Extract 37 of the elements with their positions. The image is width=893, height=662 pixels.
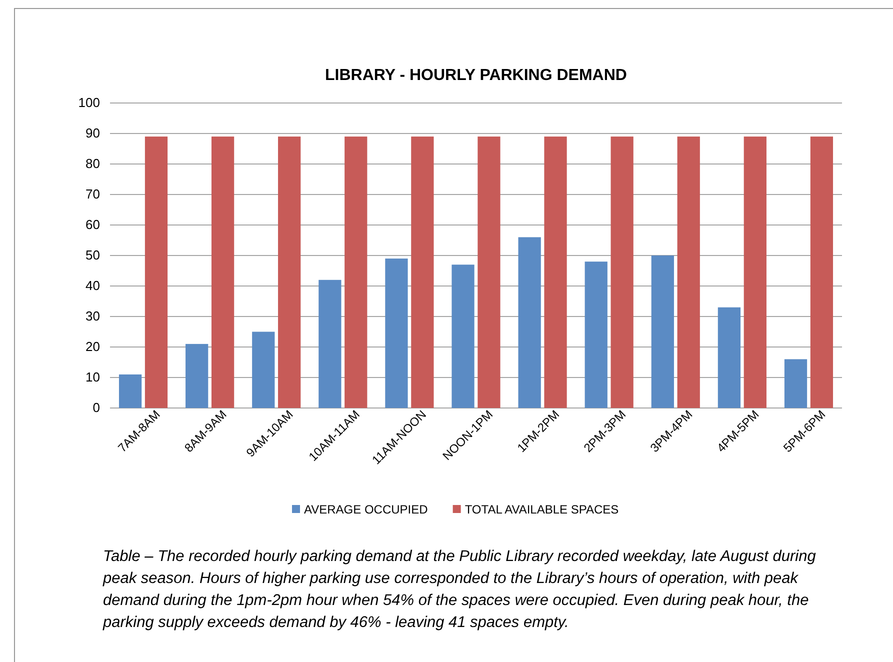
bar	[744, 136, 766, 408]
bar	[344, 136, 368, 408]
y-tick-label: 100	[78, 95, 100, 110]
bar	[610, 136, 634, 408]
bar	[452, 264, 474, 408]
bar	[144, 136, 168, 408]
y-tick-label: 0	[92, 400, 100, 416]
bar	[211, 136, 234, 408]
bar	[118, 374, 142, 408]
legend-label: AVERAGE OCCUPIED	[304, 502, 428, 516]
bar	[278, 136, 301, 408]
bar	[478, 136, 500, 408]
bar	[718, 307, 741, 408]
bar	[651, 256, 674, 408]
y-tick-label: 80	[86, 156, 100, 172]
y-tick-label: 60	[86, 217, 100, 232]
bar	[810, 136, 834, 408]
chart-title: LIBRARY - HOURLY PARKING DEMAND	[325, 67, 627, 84]
bar	[411, 136, 434, 408]
y-tick-label: 90	[86, 126, 100, 141]
legend-label: TOTAL AVAILABLE SPACES	[464, 502, 619, 516]
bar	[584, 262, 608, 408]
y-tick-label: 20	[86, 339, 100, 354]
bar	[252, 332, 275, 408]
y-tick-label: 40	[86, 278, 100, 294]
bar	[518, 237, 541, 408]
bar	[544, 136, 567, 408]
bar	[186, 344, 208, 408]
bar	[784, 359, 808, 408]
y-tick-label: 70	[86, 186, 100, 202]
y-tick-label: 30	[86, 308, 100, 324]
y-tick-label: 10	[86, 370, 100, 385]
bar	[385, 258, 408, 408]
y-tick-label: 50	[86, 248, 100, 263]
bar	[677, 136, 700, 408]
bar	[318, 280, 342, 408]
text: Table – The recorded hourly parking demand at the Public Library recorded weekday, late August during peak season. Hours of higher parking use corresponded to the Library’s hours of operation, with peak demand during the 1pm-2pm hour when 54% of the spaces were occupied. Even during peak hour, the parking supply exceeds demand by 46% - leaving 41 spaces empty.	[103, 547, 817, 633]
